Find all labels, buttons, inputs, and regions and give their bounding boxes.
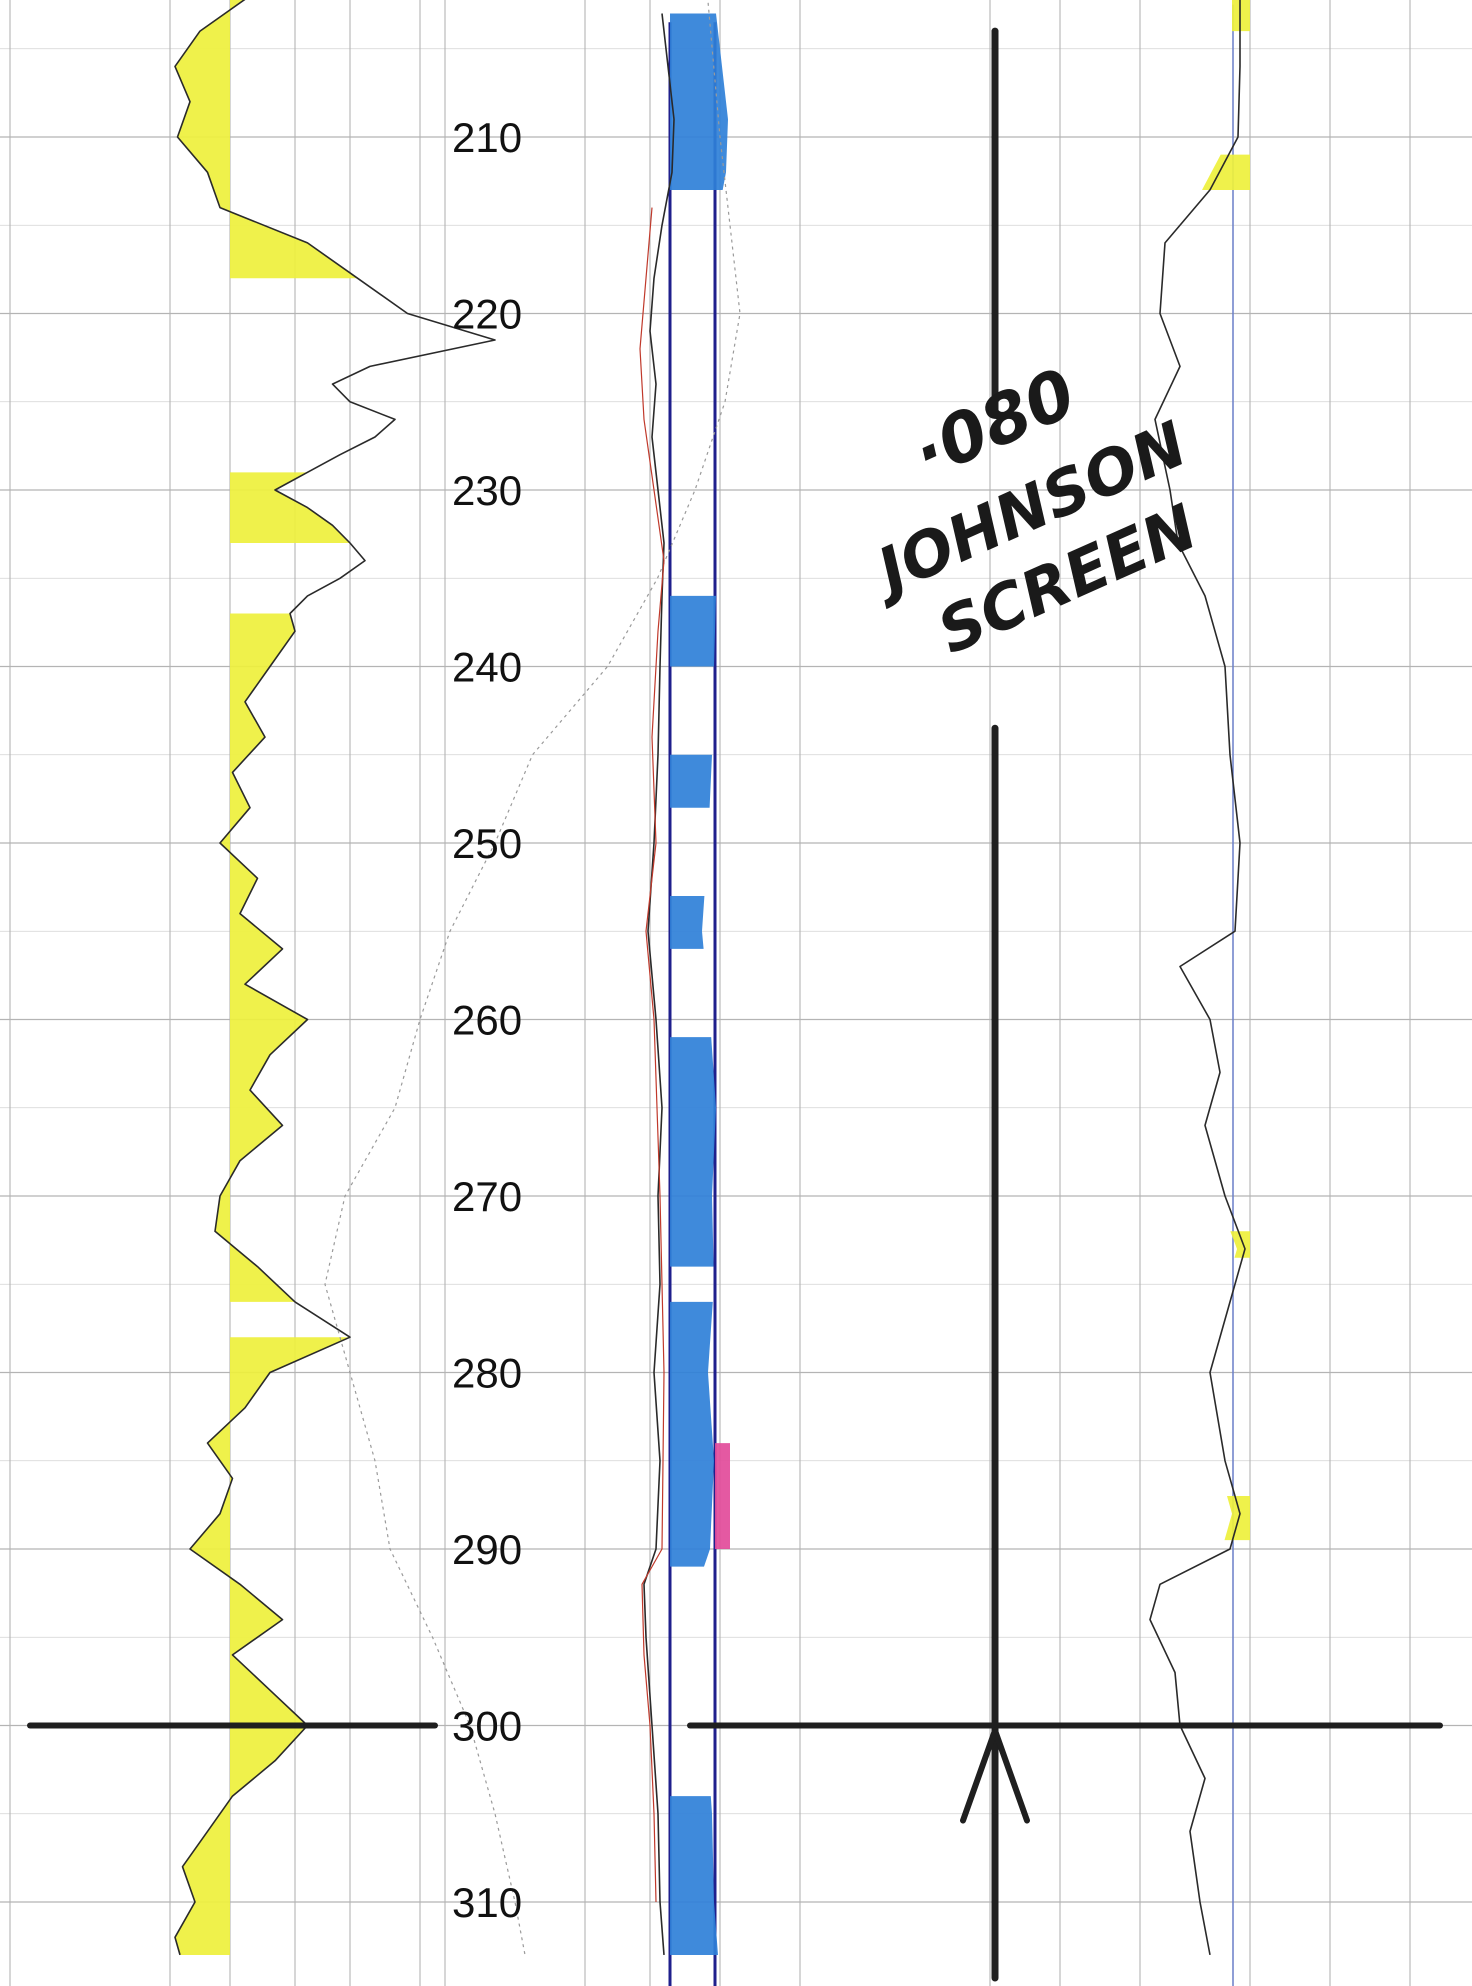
depth-tick-label: 220 [452,291,522,338]
blue-shaded-interval [670,1796,718,1955]
yellow-shaded-interval [215,613,308,1302]
blue-shaded-interval [670,595,716,667]
depth-tick-label: 240 [452,644,522,691]
yellow-shaded-interval [175,1337,350,1955]
depth-tick-label: 310 [452,1879,522,1926]
marker-layer [27,27,1443,1982]
curve-layer [174,0,1246,1956]
yellow-shaded-interval [1224,1496,1250,1541]
depth-tick-label: 210 [452,114,522,161]
depth-tick-label: 290 [452,1526,522,1573]
log-curve-red [639,207,665,1903]
arrow-up-icon [960,1727,1030,1824]
depth-tick-label: 230 [452,467,522,514]
blue-shaded-interval [670,1037,716,1267]
blue-shaded-interval [670,895,705,949]
handwritten-note: ·080 JOHNSON SCREEN [857,354,1207,668]
blue-shaded-interval [670,754,712,808]
log-curve-solid [1149,0,1246,1956]
log-curve-solid [643,13,675,1955]
depth-tick-label: 250 [452,820,522,867]
blue-shaded-interval [670,13,728,190]
blue-shaded-interval [670,1301,714,1567]
log-curve-solid [174,0,496,1956]
fill-layer [175,0,1250,1955]
depth-label-layer: 210 220 230 240 250 260 270 280 290 300 310 [452,114,522,1926]
yellow-shaded-interval [230,472,350,543]
yellow-shaded-interval [1232,0,1250,32]
pink-shaded-interval [715,1443,730,1549]
depth-tick-label: 280 [452,1350,522,1397]
yellow-shaded-interval [175,0,358,279]
depth-tick-label: 260 [452,997,522,1044]
log-curve-dotted [324,0,741,1956]
depth-tick-label: 300 [452,1703,522,1750]
depth-tick-label: 270 [452,1173,522,1220]
